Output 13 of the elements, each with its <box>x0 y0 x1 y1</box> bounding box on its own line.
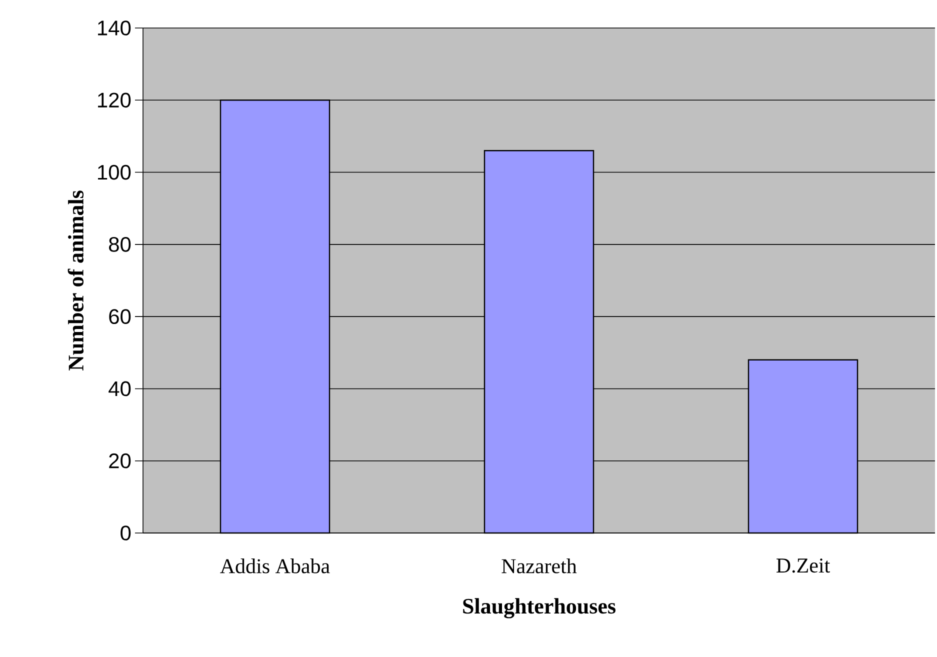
x-tick-label: Nazareth <box>502 558 577 574</box>
y-tick-label: 40 <box>108 381 131 396</box>
x-axis-title: Slaughterhouses <box>463 598 616 618</box>
y-tick-label: 60 <box>109 309 131 324</box>
y-tick-label: 20 <box>109 453 131 468</box>
y-tick-label: 120 <box>98 92 131 108</box>
x-tick-label: D.Zeit <box>776 558 830 573</box>
y-tick-label: 100 <box>98 164 131 180</box>
y-axis-title: Number of animals <box>68 190 84 371</box>
y-tick-label: 80 <box>109 236 131 252</box>
y-tick-label: 140 <box>98 20 131 36</box>
y-tick-label: 0 <box>120 526 131 540</box>
x-tick-label: Addis Ababa <box>220 558 330 574</box>
